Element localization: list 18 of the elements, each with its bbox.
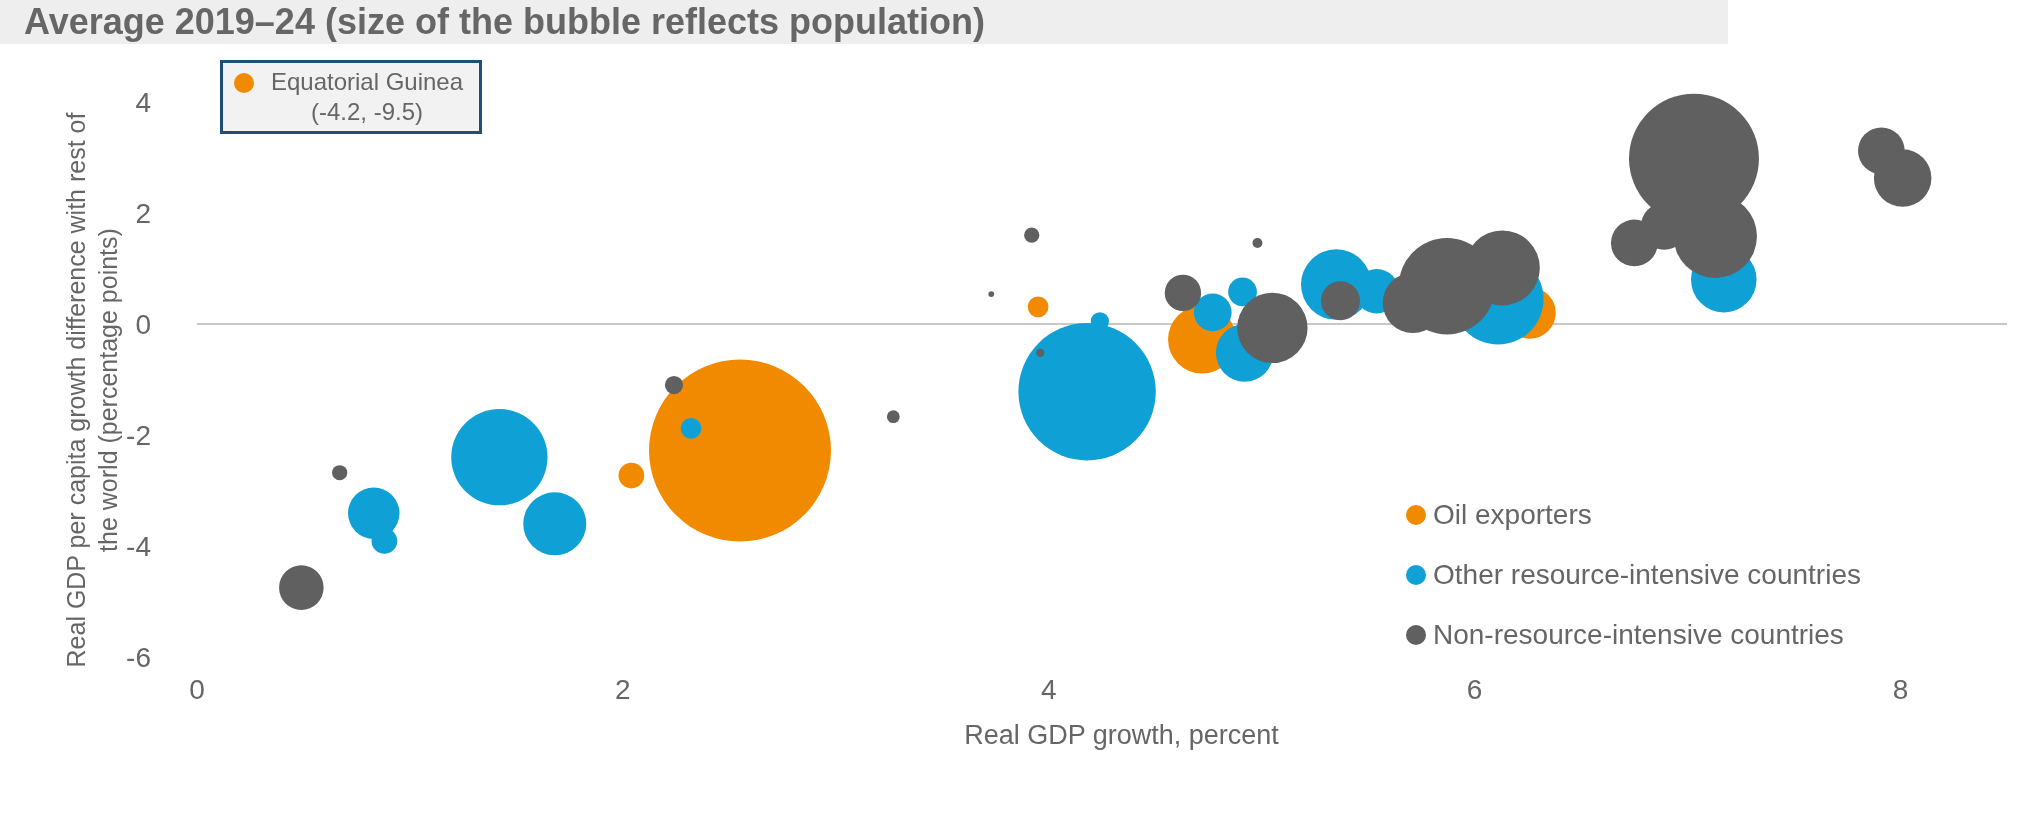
y-tick-label: 2 [135, 197, 151, 229]
y-tick-label: -4 [126, 530, 151, 562]
y-tick-label: -6 [126, 641, 151, 673]
x-tick-label: 4 [1040, 673, 1057, 705]
legend-label: Non-resource-intensive countries [1433, 619, 1844, 651]
x-tick-label: 6 [1466, 673, 1483, 705]
x-tick-label: 2 [615, 673, 631, 705]
y-tick-label: -2 [126, 419, 151, 451]
y-tick-label: 0 [135, 308, 151, 340]
x-tick-label: 0 [189, 673, 205, 705]
legend-label: Other resource-intensive countries [1433, 559, 1861, 591]
x-axis-title: Real GDP growth, percent [963, 720, 1280, 751]
x-tick-label: 8 [1892, 673, 1909, 705]
y-axis-title: Real GDP per capita growth difference with rest of the world (percentage points) [61, 111, 123, 670]
annotation: Equatorial Guinea (-4.2, -9.5) [220, 60, 482, 134]
legend-label: Oil exporters [1433, 499, 1592, 531]
y-tick-label: 4 [135, 86, 151, 118]
chart-title: Average 2019–24 (size of the bubble reflects population) [0, 0, 1728, 44]
